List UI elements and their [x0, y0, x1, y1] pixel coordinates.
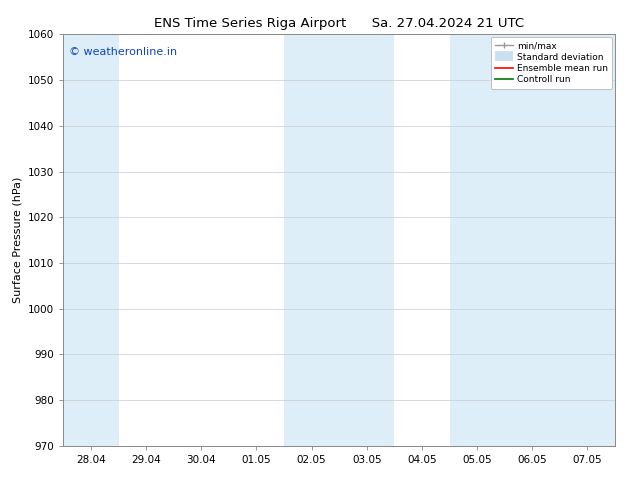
- Bar: [63, 34, 119, 446]
- Bar: [284, 34, 394, 446]
- Title: ENS Time Series Riga Airport      Sa. 27.04.2024 21 UTC: ENS Time Series Riga Airport Sa. 27.04.2…: [154, 17, 524, 30]
- Y-axis label: Surface Pressure (hPa): Surface Pressure (hPa): [13, 177, 23, 303]
- Legend: min/max, Standard deviation, Ensemble mean run, Controll run: min/max, Standard deviation, Ensemble me…: [491, 37, 612, 89]
- Text: © weatheronline.in: © weatheronline.in: [69, 47, 177, 57]
- Bar: [450, 34, 615, 446]
